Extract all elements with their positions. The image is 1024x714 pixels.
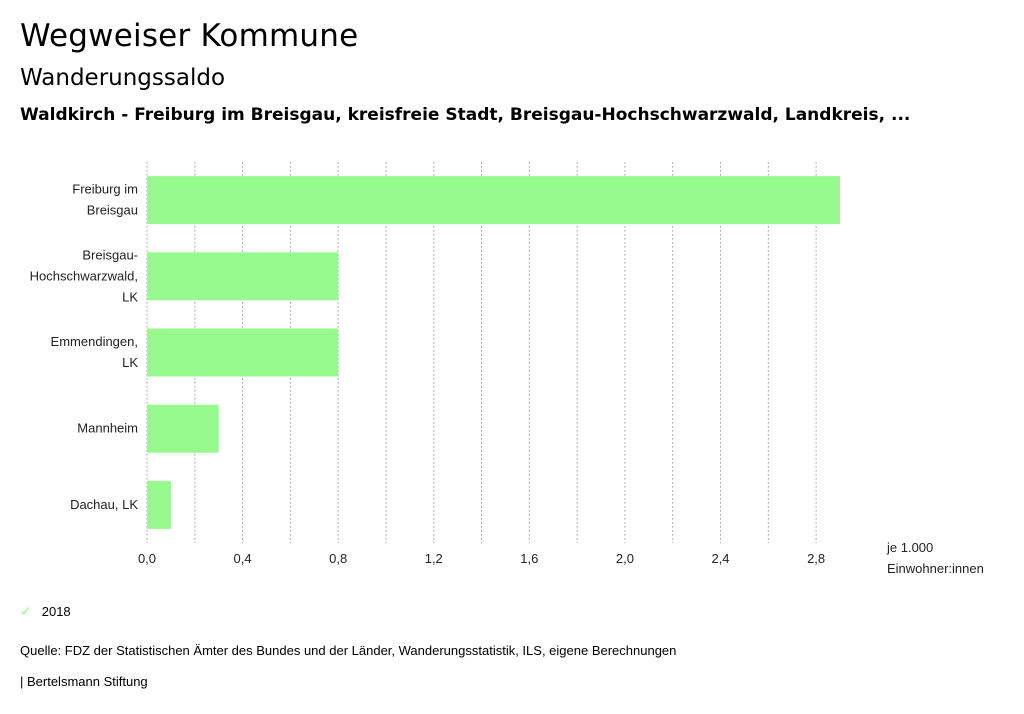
- check-icon: ✓: [20, 603, 32, 619]
- category-label: Breisgau-: [82, 247, 138, 262]
- axis-unit-label: Einwohner:innen: [887, 561, 984, 576]
- category-label: Emmendingen,: [51, 334, 138, 349]
- x-tick-label: 1,2: [425, 551, 443, 566]
- bar: [147, 252, 339, 301]
- category-label: LK: [122, 355, 138, 370]
- axis-unit-label: je 1.000: [886, 540, 933, 555]
- x-tick-label: 2,4: [711, 551, 729, 566]
- category-label: LK: [122, 289, 138, 304]
- bar-chart: Freiburg im Breisgau Breisgau- Hochschwarzw…: [30, 162, 984, 576]
- credit-note: | Bertelsmann Stiftung: [20, 674, 148, 689]
- x-tick-label: 1,6: [520, 551, 538, 566]
- x-tick-label: 0,4: [234, 551, 252, 566]
- legend[interactable]: ✓ 2018: [20, 603, 71, 620]
- page-title: Wegweiser Kommune: [20, 18, 359, 54]
- bar: [147, 404, 219, 453]
- category-label: Mannheim: [77, 421, 138, 436]
- region-label: Waldkirch - Freiburg im Breisgau, kreisf…: [20, 105, 911, 125]
- legend-label: 2018: [41, 604, 71, 619]
- x-tick-label: 0,8: [329, 551, 347, 566]
- source-note: Quelle: FDZ der Statistischen Ämter des …: [20, 643, 677, 658]
- chart-subtitle: Wanderungssaldo: [20, 65, 226, 91]
- x-tick-label: 2,0: [616, 551, 634, 566]
- bar: [147, 176, 840, 225]
- bar: [147, 480, 171, 529]
- x-tick-label: 0,0: [138, 551, 156, 566]
- category-label: Freiburg im: [72, 182, 138, 197]
- category-label: Dachau, LK: [70, 497, 138, 512]
- category-label: Breisgau: [87, 203, 138, 218]
- bar: [147, 328, 339, 377]
- category-label: Hochschwarzwald,: [30, 268, 138, 283]
- x-tick-label: 2,8: [807, 551, 825, 566]
